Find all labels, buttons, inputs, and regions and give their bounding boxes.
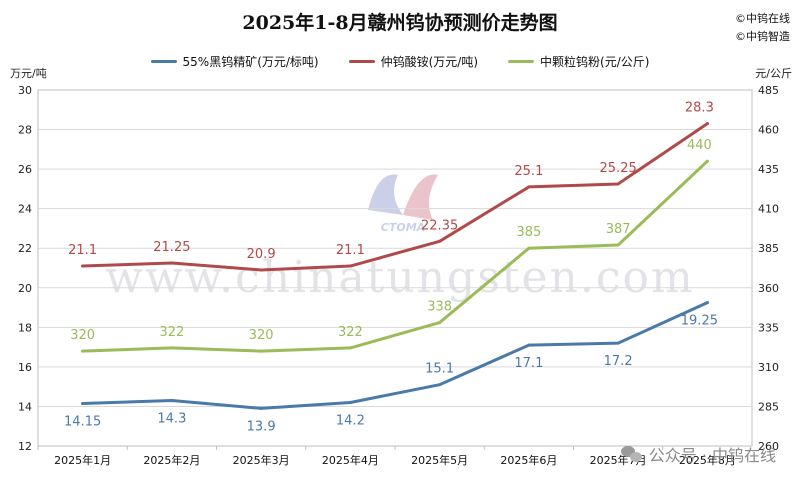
data-label-1: 20.9 [247, 247, 276, 262]
right-tick-label: 460 [758, 124, 779, 137]
data-label-2: 385 [516, 225, 541, 240]
data-label-0: 19.25 [681, 314, 718, 329]
data-label-2: 322 [338, 325, 363, 340]
series-point-1 [259, 268, 263, 272]
series-line-1 [81, 122, 709, 272]
legend-swatch-powder [508, 60, 535, 63]
series-point-1 [705, 122, 709, 126]
series-point-2 [705, 159, 709, 163]
x-tick-label: 2025年3月 [233, 453, 290, 467]
x-tick-label: 2025年4月 [322, 453, 379, 467]
wechat-icon [620, 445, 643, 463]
x-tick-label: 2025年2月 [143, 453, 200, 467]
right-tick-label: 310 [758, 361, 779, 374]
data-label-1: 21.1 [68, 243, 97, 258]
series-line-0 [81, 301, 709, 410]
left-axis-unit: 万元/吨 [10, 67, 47, 80]
data-label-2: 320 [70, 328, 95, 343]
data-label-2: 322 [159, 325, 184, 340]
left-tick-label: 22 [18, 242, 32, 255]
data-label-1: 25.25 [600, 161, 637, 176]
series-point-2 [616, 243, 620, 247]
data-label-0: 13.9 [247, 419, 276, 434]
data-label-0: 14.3 [157, 412, 186, 427]
series-point-1 [438, 239, 442, 243]
data-label-0: 15.1 [425, 362, 454, 377]
right-axis-unit: 元/公斤 [755, 67, 792, 80]
series-point-2 [259, 349, 263, 353]
series-point-1 [81, 264, 85, 268]
right-tick-label: 285 [758, 400, 779, 413]
right-tick-label: 360 [758, 282, 779, 295]
left-tick-label: 28 [18, 124, 32, 137]
x-tick-label: 2025年8月 [679, 453, 736, 467]
left-tick-label: 30 [18, 84, 32, 97]
right-tick-label: 435 [758, 163, 779, 176]
series-point-0 [438, 383, 442, 387]
series-point-0 [170, 399, 174, 403]
chart-title: 2025年1-8月赣州钨协预测价走势图 [242, 12, 558, 34]
data-label-1: 22.35 [421, 218, 458, 233]
series-line-2 [81, 159, 709, 353]
series-point-1 [616, 182, 620, 186]
x-tick-label: 2025年1月 [54, 453, 111, 467]
credit-text: 公众号 · 中钨在线 [648, 446, 776, 465]
series-point-0 [527, 343, 531, 347]
data-label-2: 320 [249, 328, 274, 343]
left-tick-label: 16 [18, 361, 32, 374]
series-point-0 [81, 401, 85, 405]
legend-swatch-ore [150, 60, 177, 63]
left-tick-label: 18 [18, 321, 32, 334]
legend-label-powder: 中颗粒钨粉(元/公斤) [540, 55, 650, 69]
series-point-2 [170, 346, 174, 350]
left-tick-label: 12 [18, 440, 32, 453]
right-tick-label: 410 [758, 203, 779, 216]
series-point-2 [348, 346, 352, 350]
data-label-2: 338 [427, 300, 452, 315]
data-label-2: 387 [606, 222, 631, 237]
legend-label-apt: 仲钨酸铵(万元/吨) [380, 55, 479, 69]
left-tick-label: 24 [18, 203, 32, 216]
x-tick-label: 2025年6月 [500, 453, 557, 467]
data-label-0: 14.2 [336, 413, 365, 428]
data-label-1: 21.1 [336, 243, 365, 258]
data-label-1: 21.25 [153, 240, 190, 255]
right-tick-label: 485 [758, 84, 779, 97]
right-tick-label: 385 [758, 242, 779, 255]
legend-label-ore: 55%黑钨精矿(万元/标吨) [182, 55, 319, 69]
x-tick-label: 2025年5月 [411, 453, 468, 467]
data-label-0: 14.15 [64, 414, 101, 429]
series-point-0 [348, 400, 352, 404]
data-label-2: 440 [687, 138, 712, 153]
brand-line-1: ©中钨在线 [735, 12, 790, 25]
right-tick-label: 260 [758, 440, 779, 453]
data-label-1: 25.1 [514, 164, 543, 179]
series-point-1 [527, 185, 531, 189]
right-tick-label: 335 [758, 321, 779, 334]
legend-swatch-apt [348, 60, 375, 63]
series-point-1 [170, 261, 174, 265]
data-label-0: 17.2 [604, 354, 633, 369]
series-point-1 [348, 264, 352, 268]
series-point-2 [81, 349, 85, 353]
data-label-0: 17.1 [514, 356, 543, 371]
legend-item-ore: 55%黑钨精矿(万元/标吨) [150, 53, 319, 70]
series-point-0 [705, 301, 709, 305]
left-tick-label: 26 [18, 163, 32, 176]
credit-watermark: 公众号 · 中钨在线 [620, 442, 776, 466]
data-label-1: 28.3 [685, 101, 714, 116]
series-point-0 [616, 341, 620, 345]
legend-item-powder: 中颗粒钨粉(元/公斤) [508, 53, 649, 70]
series-point-2 [527, 246, 531, 250]
left-tick-label: 14 [18, 400, 32, 413]
series-point-2 [438, 321, 442, 325]
series-point-0 [259, 406, 263, 410]
legend-item-apt: 仲钨酸铵(万元/吨) [348, 53, 479, 70]
brand-line-2: ©中钨智造 [735, 30, 790, 43]
left-tick-label: 20 [18, 282, 32, 295]
legend: 55%黑钨精矿(万元/标吨) 仲钨酸铵(万元/吨) 中颗粒钨粉(元/公斤) [0, 53, 800, 70]
